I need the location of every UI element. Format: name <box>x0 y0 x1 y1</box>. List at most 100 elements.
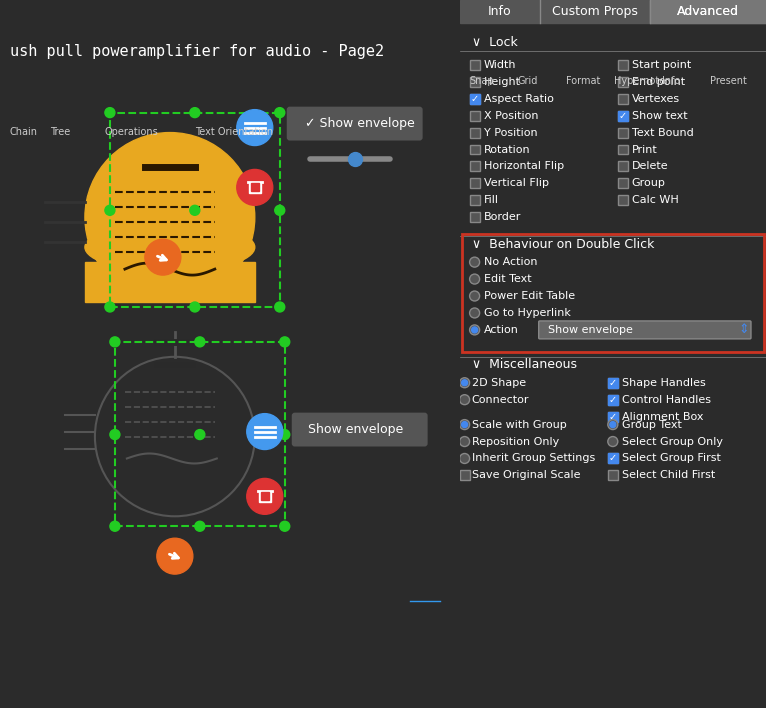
Text: Text Bound: Text Bound <box>632 127 693 137</box>
Circle shape <box>472 327 478 333</box>
Text: Reposition Only: Reposition Only <box>472 437 559 447</box>
Text: Calc WH: Calc WH <box>632 195 679 205</box>
Circle shape <box>237 169 273 205</box>
Text: Advanced: Advanced <box>677 6 739 18</box>
Bar <box>607 454 618 464</box>
Bar <box>618 59 628 70</box>
Text: ⇕: ⇕ <box>738 324 748 336</box>
Bar <box>607 378 618 388</box>
Text: Show envelope: Show envelope <box>308 423 403 436</box>
Bar <box>259 492 270 503</box>
Bar <box>470 127 480 137</box>
Text: Horizontal Flip: Horizontal Flip <box>483 161 564 171</box>
Text: Show envelope: Show envelope <box>548 325 633 335</box>
Bar <box>470 59 480 70</box>
Circle shape <box>105 108 115 118</box>
Text: Fill: Fill <box>483 195 499 205</box>
Circle shape <box>460 437 470 447</box>
Bar <box>110 113 280 307</box>
Bar <box>470 212 480 222</box>
Bar <box>470 161 480 171</box>
Text: Action: Action <box>483 325 519 335</box>
Text: Go to Hyperlink: Go to Hyperlink <box>483 308 571 318</box>
Circle shape <box>280 430 290 440</box>
Circle shape <box>275 108 285 118</box>
Circle shape <box>105 302 115 312</box>
Text: 2D Shape: 2D Shape <box>472 378 525 388</box>
FancyBboxPatch shape <box>538 321 751 339</box>
Bar <box>460 470 470 481</box>
Bar <box>607 394 618 405</box>
Bar <box>607 454 618 464</box>
Text: ∨  Miscellaneous: ∨ Miscellaneous <box>472 358 577 371</box>
Bar <box>470 93 480 103</box>
Circle shape <box>190 108 200 118</box>
Circle shape <box>280 337 290 347</box>
Text: Select Group Only: Select Group Only <box>622 437 723 447</box>
Bar <box>250 183 259 191</box>
Bar <box>618 93 628 103</box>
Bar <box>470 110 480 120</box>
Text: ✓: ✓ <box>609 378 617 388</box>
Text: Grid: Grid <box>518 76 538 86</box>
Circle shape <box>157 538 193 574</box>
Bar <box>618 76 628 86</box>
Bar <box>470 195 480 205</box>
Text: Edit Text: Edit Text <box>483 274 532 284</box>
Text: Save Original Scale: Save Original Scale <box>472 470 580 481</box>
Bar <box>115 342 285 526</box>
Circle shape <box>470 291 480 301</box>
Text: End point: End point <box>632 76 685 86</box>
Bar <box>618 195 628 205</box>
Text: No Action: No Action <box>483 257 537 267</box>
Text: Alignment Box: Alignment Box <box>622 411 703 422</box>
Text: ✓: ✓ <box>609 394 617 405</box>
Bar <box>618 178 628 188</box>
Circle shape <box>470 274 480 284</box>
Text: ✓: ✓ <box>609 411 617 422</box>
Bar <box>607 411 618 421</box>
Text: Start point: Start point <box>632 59 691 70</box>
Text: ∨  Lock: ∨ Lock <box>472 36 517 50</box>
Text: ✓ Show envelope: ✓ Show envelope <box>305 117 414 130</box>
Bar <box>470 76 480 86</box>
Text: ush pull poweramplifier for audio - Page2: ush pull poweramplifier for audio - Page… <box>10 44 384 59</box>
Circle shape <box>610 421 616 428</box>
Bar <box>462 234 764 352</box>
Text: Hypernote: Hypernote <box>614 76 665 86</box>
Text: Border: Border <box>483 212 521 222</box>
Bar <box>470 178 480 188</box>
Text: Text Orientation: Text Orientation <box>195 127 273 137</box>
Text: ✓: ✓ <box>619 110 627 120</box>
Bar <box>618 144 628 154</box>
Text: Tree: Tree <box>50 127 70 137</box>
Text: Delete: Delete <box>632 161 669 171</box>
Bar <box>618 110 628 120</box>
Circle shape <box>110 521 120 531</box>
Circle shape <box>462 379 467 386</box>
Bar <box>540 0 650 23</box>
Circle shape <box>190 205 200 215</box>
Circle shape <box>470 325 480 335</box>
Circle shape <box>607 437 618 447</box>
Text: Scale with Group: Scale with Group <box>472 420 566 430</box>
Circle shape <box>470 308 480 318</box>
Bar <box>460 0 540 23</box>
Circle shape <box>460 454 470 464</box>
Text: Select Child First: Select Child First <box>622 470 715 481</box>
Text: ✓: ✓ <box>609 454 617 464</box>
FancyBboxPatch shape <box>286 107 423 140</box>
Text: Info: Info <box>488 6 512 18</box>
Text: Custom Props: Custom Props <box>552 6 638 18</box>
Text: Shape Handles: Shape Handles <box>622 378 705 388</box>
Text: Group: Group <box>632 178 666 188</box>
Bar <box>470 144 480 154</box>
Bar <box>470 93 480 103</box>
Circle shape <box>110 430 120 440</box>
Bar <box>618 110 628 120</box>
FancyBboxPatch shape <box>292 413 427 447</box>
Bar <box>618 127 628 137</box>
Text: Y Position: Y Position <box>483 127 537 137</box>
Circle shape <box>275 205 285 215</box>
Text: Snap: Snap <box>470 76 494 86</box>
